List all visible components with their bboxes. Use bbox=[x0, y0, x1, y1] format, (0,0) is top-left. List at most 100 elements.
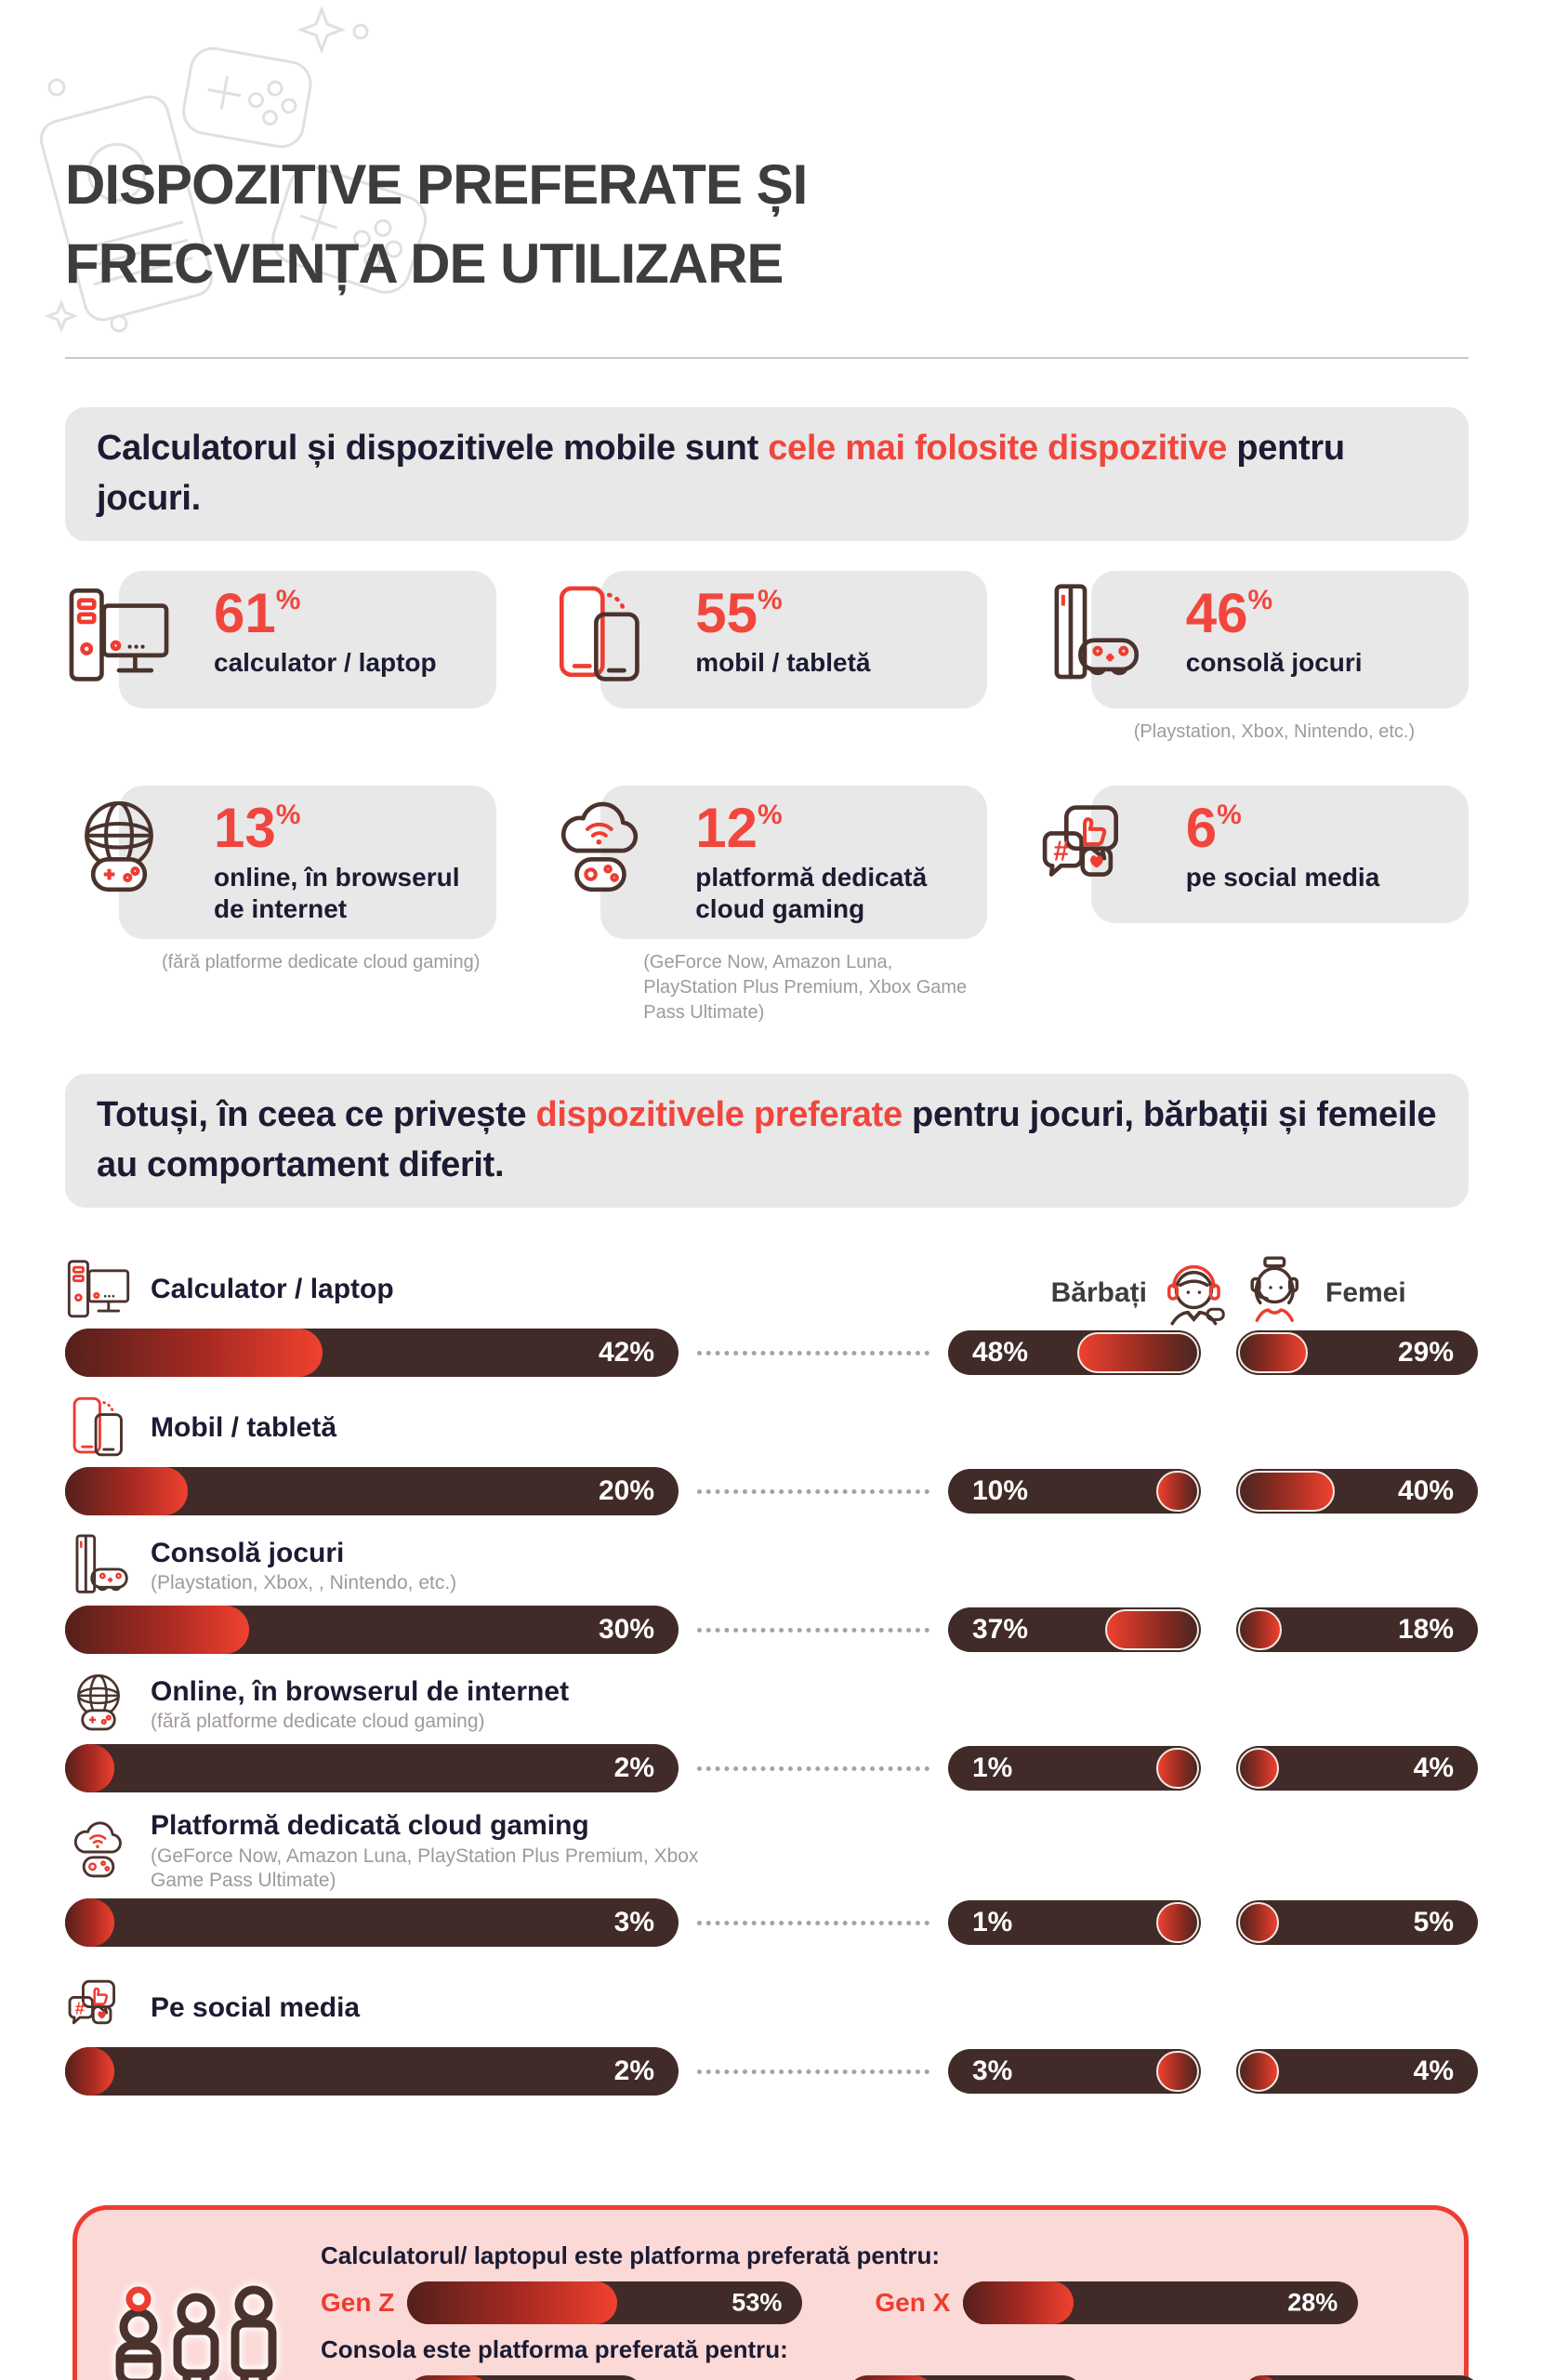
stat-label: consolă jocuri bbox=[1185, 647, 1363, 677]
gen-bar-fill bbox=[407, 2281, 617, 2324]
globe-gamepad-icon bbox=[65, 1672, 132, 1739]
male-bar: 37% bbox=[948, 1607, 1201, 1652]
stat-box: 55% mobil / tabletă bbox=[600, 570, 987, 708]
intro-text-pre: Calculatorul și dispozitivele mobile sun… bbox=[97, 429, 769, 468]
stat-label: online, în browserul de internet bbox=[214, 862, 460, 923]
gen-bar-item: Gen X 28% bbox=[875, 2281, 1359, 2324]
mobile-tablet-icon bbox=[547, 575, 654, 697]
male-bar-fill bbox=[1077, 1332, 1199, 1373]
stat-box: 6% pe social media bbox=[1090, 785, 1469, 923]
page-title-line1: DISPOZITIVE PREFERATE ȘI bbox=[65, 153, 808, 216]
stat-value: 55% bbox=[695, 581, 783, 644]
total-bar-fill bbox=[65, 1467, 188, 1515]
row-note: (GeForce Now, Amazon Luna, PlayStation P… bbox=[151, 1844, 699, 1891]
row-header: Calculator / laptop bbox=[65, 1256, 1478, 1323]
gen-section-console: Consola este platforma preferată pentru:… bbox=[321, 2335, 1483, 2380]
row-label: Online, în browserul de internet bbox=[151, 1675, 570, 1707]
gen-bars-row: Gen Z 53% Gen X 28% bbox=[321, 2281, 1427, 2324]
usage-stats-grid: 61% calculator / laptop 55% mobil / tabl… bbox=[65, 570, 1469, 1025]
male-bar-value: 3% bbox=[972, 2056, 1013, 2086]
stat-label: calculator / laptop bbox=[214, 647, 437, 677]
gen-bar: 53% bbox=[407, 2281, 803, 2324]
gen-bar: 37% bbox=[847, 2375, 1085, 2380]
row-note: (fără platforme dedicate cloud gaming) bbox=[151, 1711, 485, 1733]
total-bar-fill bbox=[65, 2047, 114, 2096]
stat-box: 61% calculator / laptop bbox=[119, 570, 497, 708]
stat-note: (GeForce Now, Amazon Luna, PlayStation P… bbox=[643, 952, 968, 1024]
social-media-icon bbox=[1037, 789, 1145, 912]
female-bar: 5% bbox=[1236, 1900, 1478, 1945]
male-column-header: Bărbați bbox=[929, 1253, 1236, 1333]
gen-bars-row: Gen Z 35% Millenials 37% Gen X bbox=[321, 2375, 1483, 2380]
cloud-gaming-icon bbox=[65, 1818, 132, 1885]
gen-bar-item: Gen X 14% bbox=[1156, 2375, 1483, 2380]
gen-bar: 35% bbox=[407, 2375, 645, 2380]
gen-bar-fill bbox=[1245, 2375, 1278, 2380]
female-bar: 29% bbox=[1236, 1330, 1478, 1375]
male-bar-value: 1% bbox=[972, 1907, 1013, 1937]
dotted-connector bbox=[697, 1765, 929, 1771]
game-console-icon bbox=[1037, 575, 1145, 697]
female-column-label: Femei bbox=[1325, 1277, 1406, 1308]
preferred-devices-chart: Bărbați Femei Calculator / laptop 42% bbox=[0, 1250, 1542, 2096]
gen-bar-fill bbox=[963, 2281, 1074, 2324]
row-label: Calculator / laptop bbox=[151, 1273, 394, 1304]
dotted-connector bbox=[697, 1350, 929, 1355]
stat-card-console: 46% consolă jocuri (Playstation, Xbox, N… bbox=[1037, 570, 1469, 745]
female-bar-value: 18% bbox=[1397, 1614, 1454, 1645]
generation-preferences-box: Calculatorul/ laptopul este platforma pr… bbox=[72, 2205, 1483, 2380]
total-bar: 20% bbox=[65, 1467, 679, 1515]
male-bar-fill bbox=[1155, 1748, 1199, 1789]
gen-bar: 28% bbox=[963, 2281, 1359, 2324]
female-bar-fill bbox=[1238, 2051, 1280, 2092]
stat-card-computer: 61% calculator / laptop bbox=[65, 570, 497, 745]
stat-note: (fără platforme dedicate cloud gaming) bbox=[162, 952, 481, 973]
chart-row-computer: Calculator / laptop 42% 48% 29% bbox=[65, 1250, 1478, 1377]
male-bar-fill bbox=[1155, 2051, 1199, 2092]
dotted-connector bbox=[697, 2069, 929, 2074]
gender-callout: Totuși, în ceea ce privește dispozitivel… bbox=[65, 1074, 1469, 1208]
stat-label: pe social media bbox=[1185, 862, 1380, 892]
gen-bar-item: Gen Z 35% bbox=[321, 2375, 645, 2380]
stat-box: 46% consolă jocuri bbox=[1090, 570, 1469, 708]
female-bar-fill bbox=[1238, 1902, 1280, 1943]
female-bar-fill bbox=[1238, 1748, 1280, 1789]
chart-row-mobile: Mobil / tabletă 20% 10% 40% bbox=[65, 1395, 1478, 1515]
female-bar-fill bbox=[1238, 1332, 1309, 1373]
gen-label: Gen X bbox=[875, 2288, 951, 2317]
mobile-tablet-icon bbox=[65, 1395, 132, 1461]
row-header: Consolă jocuri (Playstation, Xbox, , Nin… bbox=[65, 1533, 1478, 1600]
male-bar-fill bbox=[1155, 1902, 1199, 1943]
row-bars: 2% 3% 4% bbox=[65, 2047, 1478, 2096]
row-bars: 42% 48% 29% bbox=[65, 1329, 1478, 1377]
total-bar: 42% bbox=[65, 1329, 679, 1377]
game-console-icon bbox=[65, 1533, 132, 1600]
stat-value: 6% bbox=[1185, 796, 1242, 859]
gender-text-post: pentru jocuri, bărbații și femeile au co… bbox=[97, 1095, 1437, 1185]
male-bar: 10% bbox=[948, 1469, 1201, 1514]
total-bar-fill bbox=[65, 1898, 114, 1947]
dotted-connector bbox=[697, 1488, 929, 1494]
male-bar-fill bbox=[1105, 1609, 1199, 1650]
intro-callout: Calculatorul și dispozitivele mobile sun… bbox=[65, 407, 1469, 541]
intro-text-highlight: cele mai folosite dispozitive bbox=[768, 429, 1228, 468]
female-bar-value: 40% bbox=[1397, 1475, 1454, 1506]
male-bar-value: 10% bbox=[972, 1475, 1029, 1506]
female-bar-value: 5% bbox=[1413, 1907, 1454, 1937]
gen-bar-item: Millenials 37% bbox=[717, 2375, 1085, 2380]
gender-column-headers: Bărbați Femei bbox=[65, 1250, 1478, 1336]
gen-bar-fill bbox=[847, 2375, 935, 2380]
intro-text-post: pentru jocuri. bbox=[97, 429, 1345, 518]
total-bar-value: 30% bbox=[598, 1614, 654, 1645]
gen-section-title: Calculatorul/ laptopul este platforma pr… bbox=[321, 2241, 940, 2269]
male-bar: 48% bbox=[948, 1330, 1201, 1375]
row-note: (Playstation, Xbox, , Nintendo, etc.) bbox=[151, 1572, 457, 1594]
female-column-header: Femei bbox=[1236, 1253, 1478, 1333]
female-bar-value: 4% bbox=[1413, 1752, 1454, 1783]
chart-row-console: Consolă jocuri (Playstation, Xbox, , Nin… bbox=[65, 1533, 1478, 1654]
total-bar-value: 2% bbox=[613, 1752, 654, 1783]
total-bar-value: 20% bbox=[598, 1475, 654, 1506]
row-bars: 20% 10% 40% bbox=[65, 1467, 1478, 1515]
globe-gamepad-icon bbox=[65, 789, 173, 912]
